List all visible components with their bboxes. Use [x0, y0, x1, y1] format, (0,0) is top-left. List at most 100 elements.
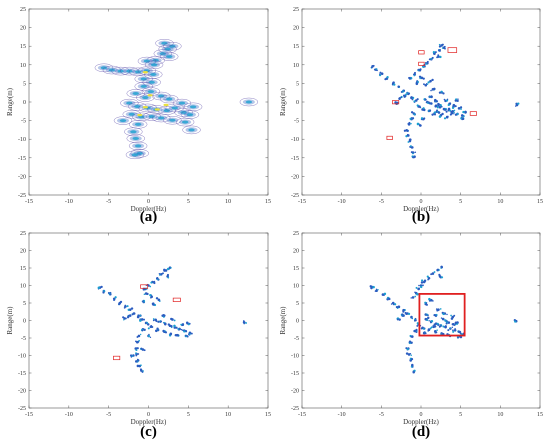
panel-b-point-speck [443, 117, 447, 120]
panel-b-point-speck [427, 81, 430, 84]
panel-b-point-speck [432, 50, 436, 54]
panel-a-contour-outer [125, 150, 145, 160]
panel-b-ytick-label: 15 [293, 44, 299, 50]
panel-b-point-speck [443, 45, 446, 48]
panel-c-point-speck [156, 327, 159, 330]
panel-d-point-speck [402, 310, 405, 313]
panel-c-point-speck [152, 318, 155, 320]
panel-b-point-speck [417, 81, 420, 83]
panel-b-point-speck [423, 117, 426, 120]
panel-d-point-speck [445, 322, 448, 325]
panel-d-point-speck [440, 317, 443, 319]
panel-d-point-speck [438, 273, 441, 277]
panel-a-ytick-label: 5 [23, 81, 26, 87]
panel-a-contour-outer [155, 38, 174, 48]
panel-a-xtick-label: 5 [187, 199, 190, 205]
panel-a-contour-outer [174, 108, 193, 117]
panel-a-contour-outer [158, 44, 177, 54]
panel-d-point-speck [427, 328, 431, 332]
panel-d-point-speck [433, 323, 436, 326]
panel-d-point-speck [422, 327, 425, 330]
panel-b-label: (b) [412, 209, 430, 225]
panel-d-axes: -15 -10 -5 0 5 10 15 25 20 15 10 5 0 -5 -10 -15 -20 -25 [291, 231, 543, 418]
panel-d-point-speck [454, 328, 456, 330]
panel-d-point-speck [434, 331, 437, 334]
panel-d-point-speck [412, 371, 415, 374]
panel-b-point-speck [447, 107, 451, 111]
panel-d-point-speck [415, 286, 418, 289]
panel-d-ylabel: Range(m) [279, 306, 287, 335]
panel-a-contour-core [119, 119, 127, 123]
panel-b-xtick-label: 0 [420, 199, 423, 205]
panel-d-point-speck [401, 313, 404, 316]
panel-c-point-speck [143, 293, 146, 296]
panel-c-point-speck [155, 320, 158, 323]
panel-d-point-speck [377, 289, 379, 291]
panel-b: -15 -10 -5 0 5 10 15 25 20 15 10 5 0 -5 -10 -15 -20 -25 D… [279, 7, 543, 225]
panel-b-point-speck [409, 117, 412, 120]
panel-b-point-speck [460, 106, 462, 108]
panel-a-hot-spot [142, 106, 148, 109]
panel-c-point-speck [129, 308, 132, 311]
panel-d-point-speck [370, 286, 373, 290]
panel-d-point-speck [432, 300, 434, 302]
panel-d-point-speck [405, 313, 408, 316]
panel-c-point-speck [143, 318, 145, 321]
panel-d-point-speck [437, 268, 440, 271]
panel-c-point-speck [135, 354, 138, 357]
panel-c-highlight-box [113, 355, 121, 361]
panel-b-xtick-label: -5 [379, 199, 384, 205]
panel-d-point-speck [442, 317, 445, 320]
panel-c-point-speck [145, 287, 148, 290]
panel-a-contour-outer [136, 93, 155, 102]
panel-b-highlight-box [447, 47, 458, 53]
panel-c-data [97, 266, 247, 373]
panel-b-point-speck [436, 106, 439, 109]
panel-c-point-speck [126, 305, 129, 308]
panel-d-point-speck [425, 303, 428, 306]
panel-a-contour-core [186, 113, 194, 117]
panel-c-point-speck [127, 314, 130, 317]
panel-c-point-speck [136, 364, 140, 368]
panel-c-ytick-label: -25 [18, 406, 26, 412]
panel-b-point-speck [453, 113, 455, 115]
panel-a-contour-outer [142, 112, 161, 121]
panel-b-highlight-box [392, 100, 400, 105]
panel-a-contour-core [245, 100, 253, 104]
panel-b-data [370, 43, 520, 159]
panel-b-point-speck [422, 65, 425, 68]
panel-d-point-speck [436, 322, 439, 325]
panel-a-ytick-label: -5 [21, 119, 26, 125]
panel-c-point-speck [135, 340, 137, 343]
panel-b-point-speck [396, 101, 399, 104]
panel-d-point-speck [420, 327, 423, 330]
panel-c-point-speck [142, 370, 144, 372]
panel-d-point-speck [453, 314, 456, 317]
panel-d-ytick-label: -10 [291, 354, 299, 360]
panel-b-highlight-box [418, 50, 425, 55]
panel-b-point-speck [515, 105, 517, 107]
panel-d-point-speck [439, 308, 442, 310]
panel-c-point-speck [171, 318, 174, 321]
panel-b-point-speck [419, 124, 422, 127]
panel-b-point-speck [444, 47, 446, 50]
panel-c-point-speck [139, 368, 143, 371]
panel-d-point-speck [414, 295, 417, 298]
panel-b-point-speck [399, 97, 401, 99]
panel-d-ytick-label: 25 [293, 231, 299, 237]
panel-b-point-speck [455, 98, 458, 101]
panel-a-contour-core [150, 72, 157, 76]
panel-d-point-speck [430, 326, 433, 329]
panel-a-contour-outer [128, 141, 148, 151]
panel-b-point-speck [451, 106, 455, 110]
panel-c-point-speck [139, 333, 142, 336]
panel-d-point-speck [405, 352, 409, 355]
panel-a-contour-core [134, 122, 142, 126]
panel-d-point-speck [435, 315, 437, 318]
panel-a-ytick-label: 20 [20, 26, 26, 32]
panel-d-point-speck [433, 325, 437, 328]
panel-c-ytick-label: -15 [18, 371, 26, 377]
panel-b-point-speck [413, 74, 416, 77]
panel-b-point-speck [379, 73, 381, 75]
